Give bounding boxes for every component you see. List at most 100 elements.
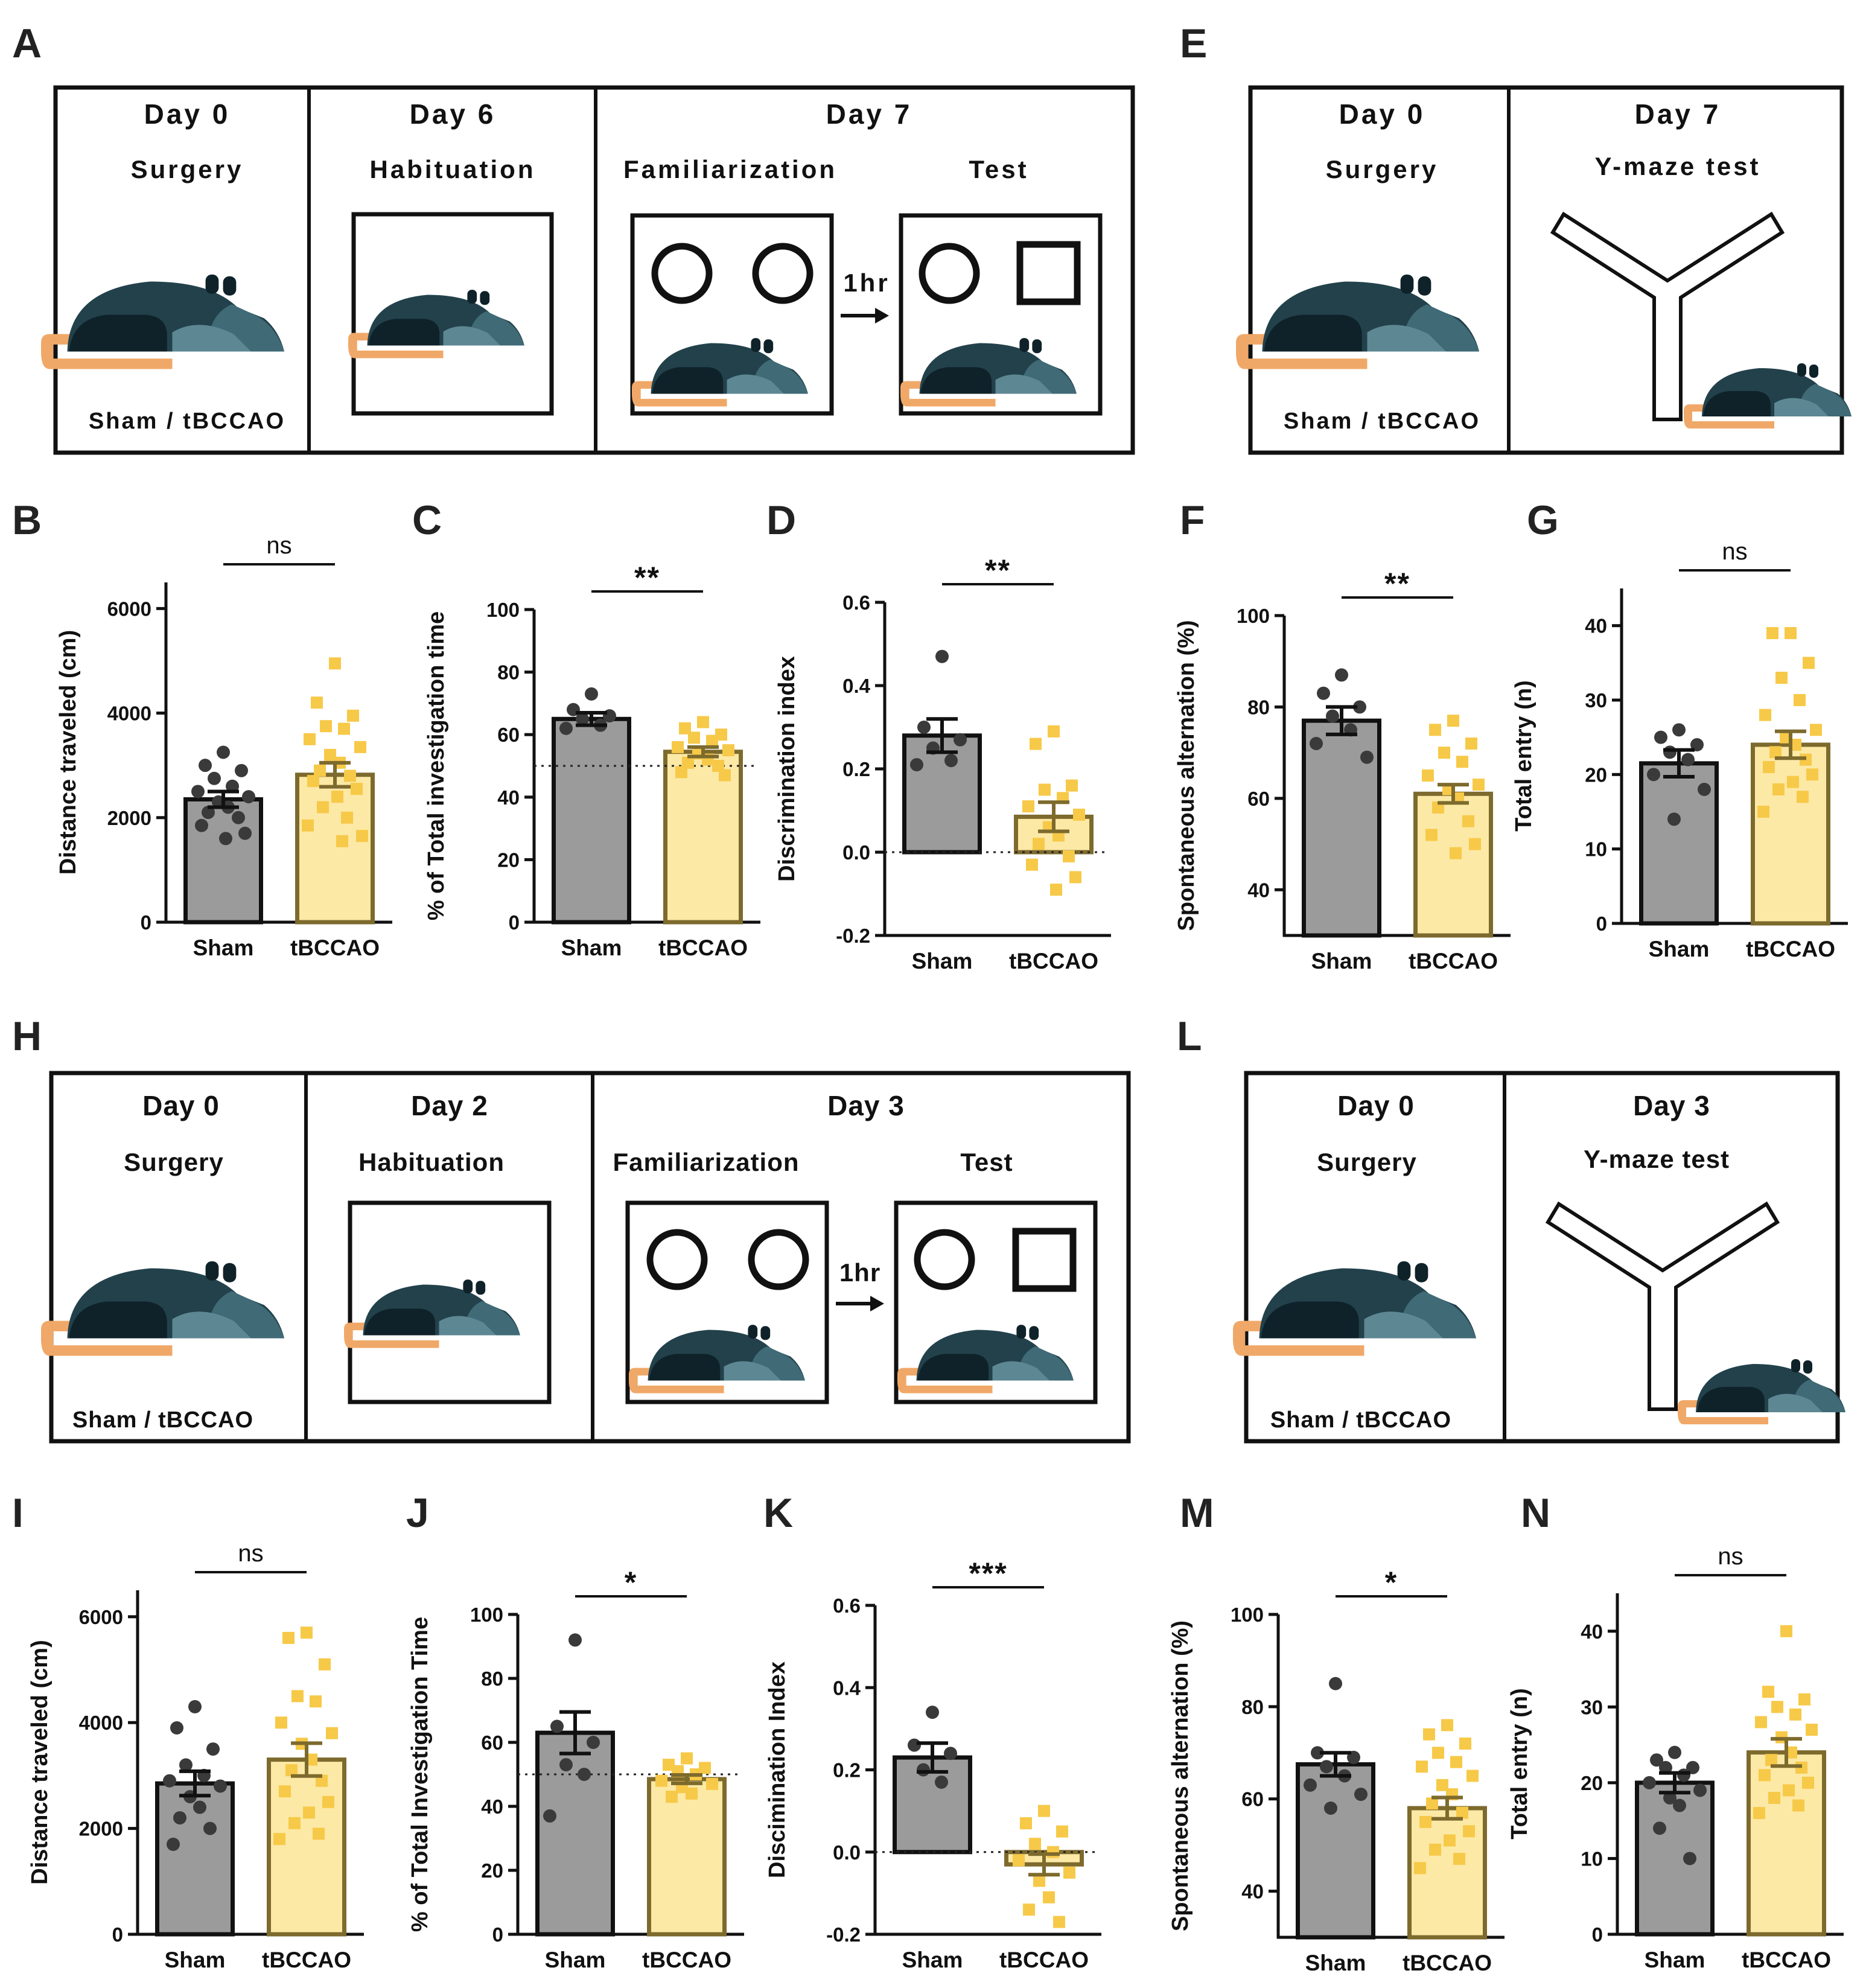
y-tick-label: 0.4 [833, 1677, 861, 1699]
y-tick-label: 60 [1241, 1788, 1264, 1811]
y-tick-label: 100 [486, 599, 520, 621]
data-point [559, 1758, 573, 1772]
data-point [313, 1827, 325, 1840]
data-point [1654, 730, 1667, 744]
x-category-label: Sham [902, 1948, 963, 1972]
y-tick-label: 100 [1231, 1604, 1264, 1626]
mouse-icon [897, 1325, 1074, 1394]
data-point [1755, 1716, 1767, 1728]
data-point [1047, 1846, 1059, 1858]
data-point [1765, 1754, 1777, 1767]
data-point [1794, 694, 1806, 706]
bar-sham [535, 1730, 615, 1937]
data-point [1672, 723, 1686, 737]
data-point [1780, 1625, 1792, 1637]
data-point [1465, 738, 1477, 750]
data-point [311, 696, 323, 709]
data-point [1422, 769, 1434, 782]
y-tick-label: 20 [1585, 763, 1607, 786]
data-point [688, 731, 700, 744]
data-point [954, 733, 967, 747]
data-point [1698, 783, 1711, 796]
data-point [1771, 1701, 1783, 1713]
data-point [1438, 747, 1450, 759]
chart-panel-B: 0 2000 4000 6000 Distance traveled (cm) Sham t… [56, 532, 392, 960]
y-tick-label: 10 [1585, 838, 1607, 861]
bar-tbccao [647, 1777, 727, 1937]
data-point [193, 1800, 206, 1814]
data-point [719, 769, 731, 782]
data-point [1043, 1891, 1055, 1904]
data-point [1048, 725, 1060, 738]
data-point [706, 1777, 718, 1790]
y-tick-label: 0.6 [833, 1595, 861, 1617]
data-point [1768, 1792, 1780, 1804]
significance-label: ns [1722, 538, 1747, 565]
mouse-icon [632, 338, 808, 407]
data-point [1643, 1776, 1656, 1789]
data-point [301, 1626, 313, 1639]
data-point [1766, 627, 1778, 639]
circle-object-icon [646, 1229, 708, 1290]
data-point [1759, 1769, 1771, 1782]
data-point [1039, 783, 1051, 796]
data-point [1663, 745, 1677, 759]
data-point [214, 1779, 227, 1793]
y-tick-label: 40 [1241, 1881, 1264, 1903]
data-point [1066, 779, 1078, 792]
data-point [1310, 737, 1323, 750]
schedule-step-label: Y-maze test [1584, 1145, 1730, 1173]
data-point [1063, 850, 1075, 862]
data-point [331, 791, 343, 803]
data-point [307, 775, 319, 788]
data-point [235, 763, 248, 777]
data-point [1335, 668, 1348, 682]
bar-sham [183, 797, 263, 925]
data-point [1769, 746, 1782, 759]
data-point [917, 721, 931, 734]
data-point [935, 1775, 948, 1789]
data-point [163, 1774, 176, 1788]
data-point [1050, 884, 1062, 896]
data-point [935, 649, 949, 663]
schedule-H: Day 0 Surgery Sham / tBCCAO Day 2 Habitu… [40, 1071, 1131, 1444]
y-axis-label: Spontaneous alternation (%) [1174, 620, 1199, 931]
y-tick-label: 20 [481, 1859, 503, 1882]
panel-label-A: A [12, 21, 42, 66]
data-point [585, 687, 598, 701]
data-point [195, 818, 208, 832]
data-point [1647, 768, 1660, 782]
data-point [543, 1809, 556, 1823]
data-point [1023, 1904, 1035, 1916]
panel-label-E: E [1180, 21, 1207, 66]
chart-panel-J: 0 20 40 60 80 100 % of Total Investigation Tim… [407, 1566, 744, 1972]
data-point [1450, 847, 1462, 859]
panel-label-G: G [1527, 497, 1559, 543]
panel-label-M: M [1180, 1490, 1214, 1536]
y-tick-label: 40 [1581, 1620, 1603, 1643]
y-tick-label: 60 [497, 724, 520, 746]
significance-label: * [1385, 1566, 1398, 1599]
data-point [1432, 1747, 1444, 1759]
schedule-frame [1244, 1071, 1840, 1444]
data-point [944, 1747, 957, 1760]
schedule-step-label: Habituation [370, 155, 536, 183]
data-point [1317, 686, 1330, 700]
panel-label-F: F [1180, 497, 1205, 543]
data-point [1020, 1817, 1032, 1830]
x-category-label: tBCCAO [1746, 937, 1835, 961]
data-point [1803, 657, 1815, 669]
schedule-day-label: Day 7 [1635, 98, 1721, 130]
x-category-label: Sham [165, 1948, 226, 1972]
data-point [302, 819, 314, 832]
y-tick-label: 40 [1247, 879, 1270, 901]
data-point [179, 1758, 193, 1772]
x-category-label: tBCCAO [642, 1948, 731, 1972]
data-point [170, 1721, 183, 1735]
data-point [1441, 1719, 1453, 1732]
data-point [1063, 1866, 1075, 1879]
data-point [1798, 1693, 1810, 1706]
data-point [1810, 724, 1822, 736]
